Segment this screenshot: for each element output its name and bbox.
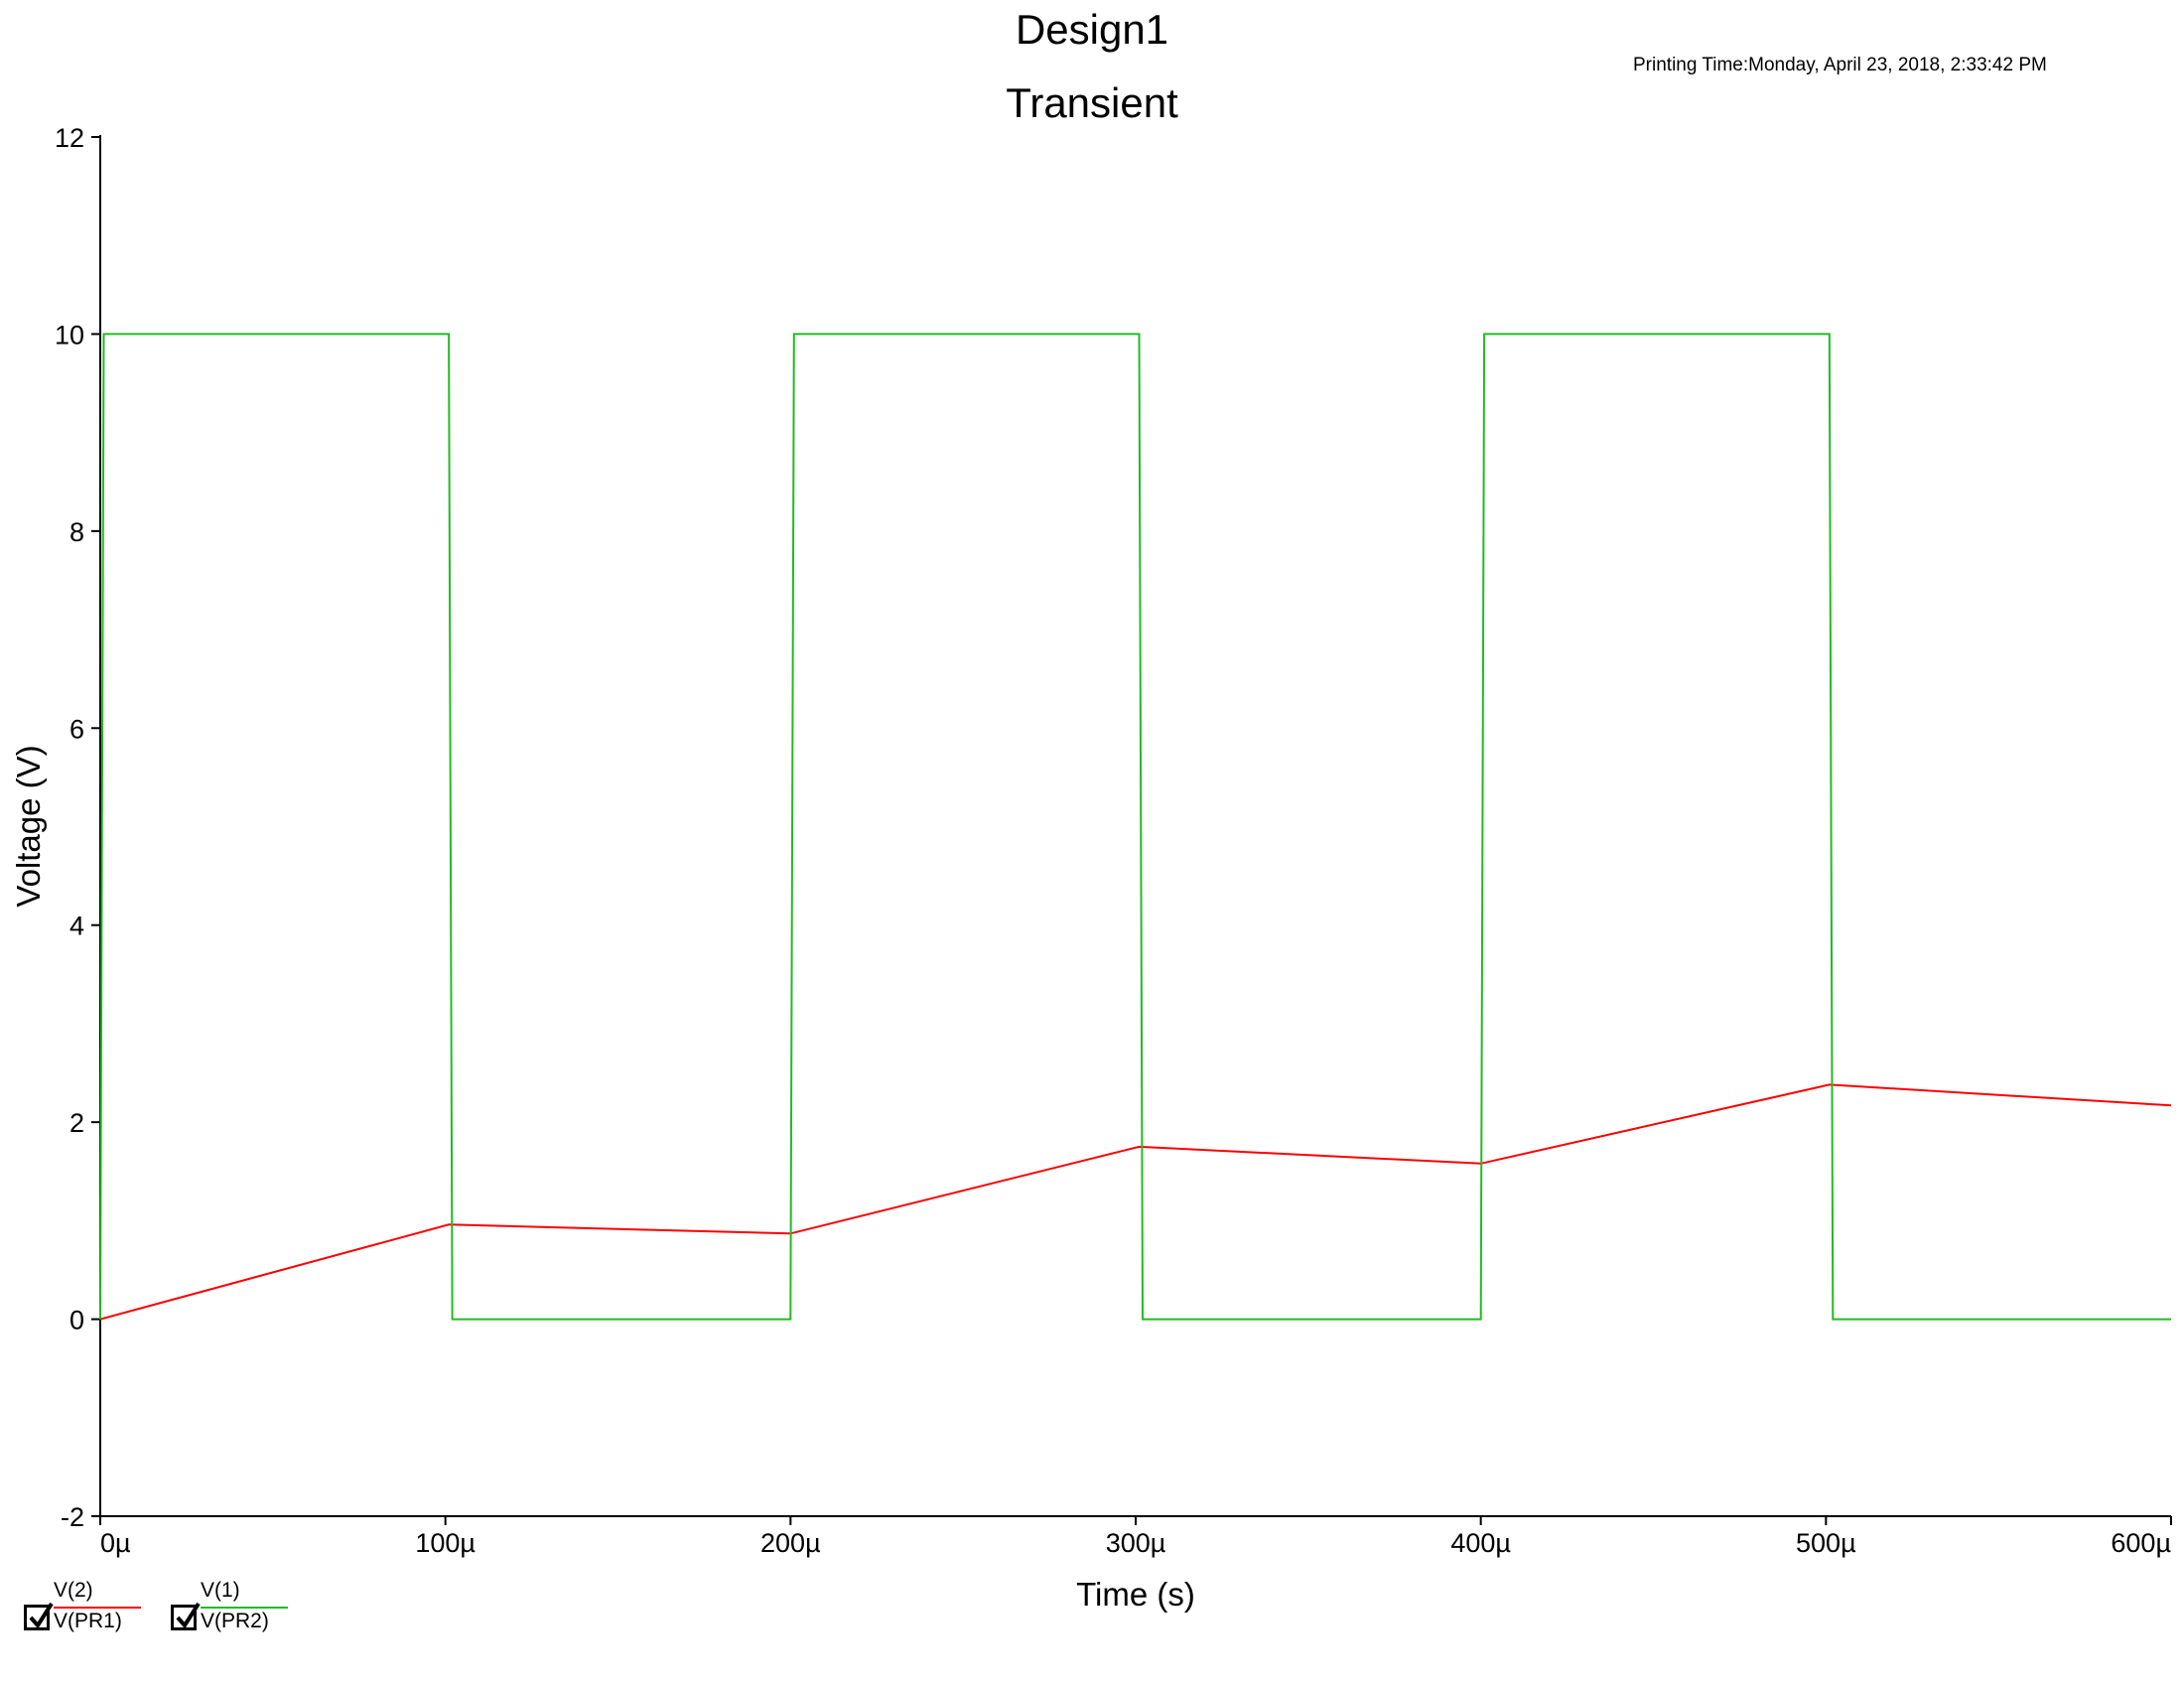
x-tick-label: 500µ bbox=[1796, 1528, 1856, 1558]
y-tick-label: 2 bbox=[69, 1108, 84, 1138]
legend-checkbox-v-pr1[interactable] bbox=[24, 1602, 54, 1630]
y-tick-label: 0 bbox=[69, 1306, 84, 1336]
legend-series-label: V(PR2) bbox=[201, 1610, 269, 1632]
y-tick-label: 4 bbox=[69, 912, 84, 941]
series-layer bbox=[99, 333, 2172, 1321]
x-tick-label: 200µ bbox=[760, 1528, 821, 1558]
x-tick-label: 300µ bbox=[1106, 1528, 1166, 1558]
y-axis-label: Voltage (V) bbox=[10, 745, 47, 907]
plot-axes: -2 0 2 4 6 8 10 12 0µ 100µ 200µ 300µ 400µ 500µ 600µ bbox=[55, 123, 2172, 1558]
y-tick-label: 12 bbox=[55, 123, 84, 153]
y-tick-label: 10 bbox=[55, 320, 84, 350]
y-tick-label: 6 bbox=[69, 714, 84, 744]
x-axis-label: Time (s) bbox=[1076, 1576, 1195, 1613]
printing-time: Printing Time:Monday, April 23, 2018, 2:… bbox=[1633, 55, 2047, 75]
legend-probe-label: V(1) bbox=[201, 1579, 240, 1602]
chart-title: Design1 bbox=[1015, 6, 1169, 53]
legend-checkbox-v-pr2[interactable] bbox=[171, 1602, 201, 1630]
chart-subtitle: Transient bbox=[1006, 79, 1178, 126]
legend-line-v-pr2 bbox=[201, 1607, 288, 1609]
x-tick-label: 100µ bbox=[415, 1528, 476, 1558]
series-line-v-pr1 bbox=[99, 1083, 2172, 1321]
legend-series-label: V(PR1) bbox=[54, 1610, 122, 1632]
x-tick-label: 600µ bbox=[2111, 1528, 2171, 1558]
x-tick-label: 0µ bbox=[100, 1528, 131, 1558]
x-tick-label: 400µ bbox=[1450, 1528, 1511, 1558]
series-line-v-pr2 bbox=[99, 333, 2171, 1321]
legend-line-v-pr1 bbox=[54, 1607, 141, 1609]
legend-probe-label: V(2) bbox=[54, 1579, 93, 1602]
y-tick-label: 8 bbox=[69, 517, 84, 547]
y-tick-label: -2 bbox=[61, 1502, 84, 1532]
